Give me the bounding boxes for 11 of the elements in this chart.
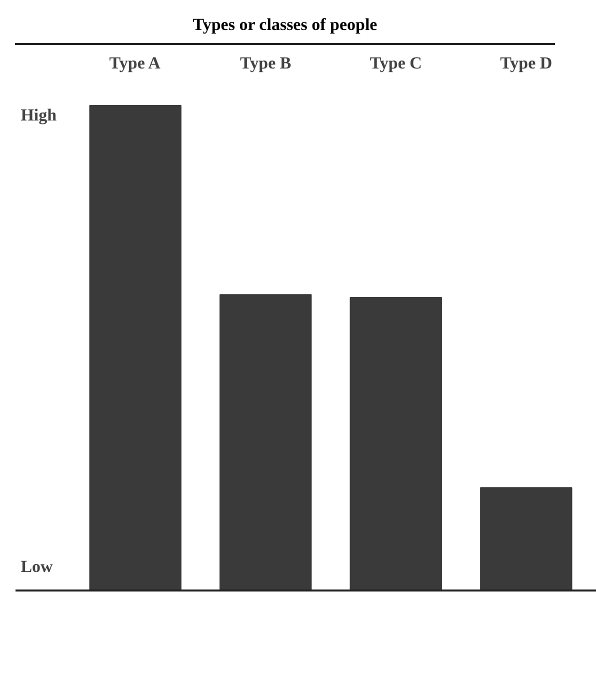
bar	[220, 294, 312, 590]
annotation: Low	[20, 556, 54, 576]
x-tick-label: Type D	[500, 54, 552, 72]
x-tick-label: Type A	[109, 54, 162, 72]
bar	[89, 104, 182, 590]
chart-title: Types or classes of people	[192, 14, 378, 36]
annotation: High	[20, 105, 58, 124]
bar	[350, 297, 442, 590]
bar	[480, 487, 572, 590]
x-tick-label: Type C	[370, 54, 422, 72]
x-tick-label: Type B	[240, 54, 292, 72]
